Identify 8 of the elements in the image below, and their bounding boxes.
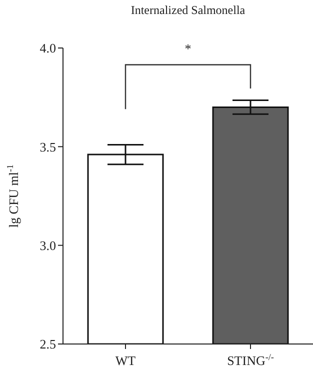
chart-title: Internalized Salmonella <box>130 3 246 17</box>
y-tick-label: 4.0 <box>40 40 56 56</box>
annotation: * <box>184 40 192 56</box>
y-tick-label: 3.0 <box>40 238 56 253</box>
x-tick-label: WT <box>115 353 136 368</box>
y-tick-label: 3.5 <box>40 139 56 154</box>
x-tick-label: STING$^{-/-}$ <box>227 352 274 368</box>
y-tick-label: 2.5 <box>40 336 56 352</box>
